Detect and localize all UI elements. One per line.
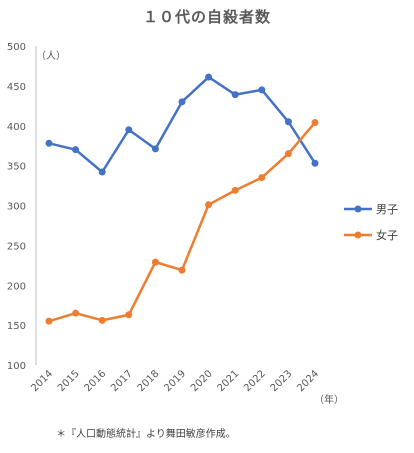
y-tick-label: 350 (7, 162, 26, 173)
x-axis-unit: （年） (314, 393, 344, 406)
y-tick-labels: 100 150 200 250 300 350 400 450 500 (7, 42, 26, 372)
data-point-0-3 (125, 126, 133, 134)
y-tick-label: 400 (7, 122, 26, 133)
x-tick-labels: 2014 2015 2016 2017 2018 2019 2020 2021 2022 2023… (29, 368, 321, 394)
chart-title: １０代の自殺者数 (143, 8, 271, 26)
y-tick-label: 100 (7, 361, 26, 372)
footnote: ＊『人口動態統計』より舞田敏彦作成。 (56, 427, 236, 440)
x-tick-label: 2017 (109, 368, 135, 394)
data-point-1-5 (178, 266, 186, 274)
data-point-0-10 (311, 159, 319, 167)
series-line-0 (48, 75, 317, 174)
x-tick-label: 2022 (242, 368, 268, 394)
y-tick-label: 500 (7, 42, 26, 53)
data-point-1-10 (311, 119, 319, 127)
x-tick-label: 2015 (56, 368, 82, 394)
legend-label-0: 男子 (376, 203, 398, 216)
y-tick-label: 200 (7, 281, 26, 292)
data-point-0-2 (98, 168, 106, 176)
y-tick-label: 300 (7, 202, 26, 213)
data-point-1-4 (151, 258, 159, 266)
data-point-1-1 (72, 309, 80, 317)
y-axis-unit: （人） (36, 50, 66, 62)
legend-marker-0 (354, 205, 362, 213)
data-point-0-8 (258, 86, 266, 94)
legend-marker-1 (354, 231, 362, 239)
data-point-1-6 (205, 201, 213, 209)
data-point-0-5 (178, 98, 186, 106)
x-tick-label: 2023 (269, 368, 295, 394)
x-tick-label: 2018 (136, 368, 162, 394)
series-line-1 (48, 121, 316, 323)
data-point-0-7 (231, 91, 239, 99)
x-tick-label: 2014 (29, 368, 55, 394)
data-point-1-3 (125, 311, 133, 319)
data-point-0-1 (72, 146, 80, 154)
data-point-0-0 (45, 139, 53, 147)
data-point-1-0 (45, 317, 53, 325)
data-point-1-8 (258, 174, 266, 182)
data-point-1-2 (98, 316, 106, 324)
x-tick-label: 2016 (83, 368, 109, 394)
y-tick-label: 250 (7, 241, 26, 252)
y-tick-label: 450 (7, 82, 26, 93)
y-tick-label: 150 (7, 321, 26, 332)
data-point-0-6 (205, 73, 213, 81)
legend-label-1: 女子 (376, 228, 398, 242)
x-tick-label: 2019 (162, 368, 188, 394)
data-point-1-7 (231, 186, 239, 194)
data-point-0-4 (151, 145, 159, 153)
data-point-0-9 (284, 118, 292, 126)
series-layer (45, 73, 319, 325)
x-tick-label: 2020 (189, 368, 215, 394)
data-point-1-9 (284, 150, 292, 158)
x-tick-label: 2021 (216, 368, 242, 394)
x-tick-label: 2024 (295, 368, 321, 394)
